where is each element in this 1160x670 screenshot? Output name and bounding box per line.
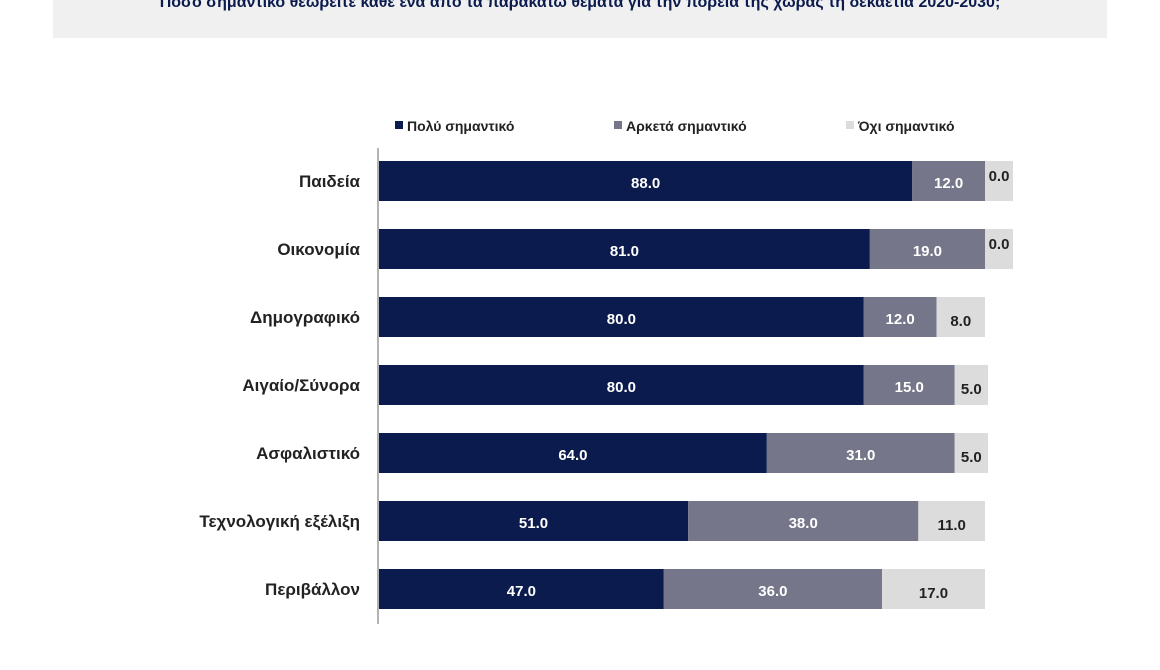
bar-value-label: 12.0 <box>934 175 963 192</box>
title-band: Πόσο σημαντικό θεωρείτε κάθε ένα από τα … <box>53 0 1107 38</box>
bar-segment <box>881 569 985 609</box>
bar-segment <box>379 433 767 473</box>
bar-value-label: 17.0 <box>919 585 948 602</box>
legend-label-2: Όχι σημαντικό <box>857 118 955 134</box>
bar-segment <box>869 229 985 269</box>
bar-segment <box>766 433 955 473</box>
bar-value-label: 81.0 <box>610 243 639 260</box>
legend-label-1: Αρκετά σημαντικό <box>626 118 747 134</box>
bar-value-label: 31.0 <box>846 447 875 464</box>
bar-value-label: 64.0 <box>558 447 587 464</box>
legend-label-0: Πολύ σημαντικό <box>407 118 514 134</box>
bar-segment <box>954 365 988 405</box>
bar-value-label: 5.0 <box>961 449 982 466</box>
category-label: Αιγαίο/Σύνορα <box>242 376 360 395</box>
bar-segment <box>379 297 864 337</box>
bar-value-label: 36.0 <box>758 583 787 600</box>
bar-value-label: 15.0 <box>895 379 924 396</box>
bar-segment <box>688 501 919 541</box>
bar-value-label: 19.0 <box>913 243 942 260</box>
bar-segment <box>912 161 985 201</box>
bar-segment <box>863 365 955 405</box>
bar-value-label: 51.0 <box>519 515 548 532</box>
bar-segment <box>663 569 882 609</box>
bar-segment <box>379 501 689 541</box>
legend-swatch-0 <box>395 121 403 129</box>
category-label: Δημογραφικό <box>250 308 360 327</box>
bar-value-label: 0.0 <box>989 168 1010 185</box>
category-label: Ασφαλιστικό <box>256 444 360 463</box>
category-label: Οικονομία <box>277 240 360 259</box>
bar-value-label: 12.0 <box>886 311 915 328</box>
legend-swatch-2 <box>846 121 854 129</box>
bar-value-label: 88.0 <box>631 175 660 192</box>
bar-value-label: 80.0 <box>607 311 636 328</box>
bar-value-label: 80.0 <box>607 379 636 396</box>
bar-segment <box>936 297 985 337</box>
bar-value-label: 0.0 <box>989 236 1010 253</box>
bar-value-label: 11.0 <box>937 517 965 534</box>
category-label: Παιδεία <box>299 172 361 191</box>
bar-value-label: 38.0 <box>789 515 818 532</box>
bar-value-label: 5.0 <box>961 381 982 398</box>
bar-segment <box>379 365 864 405</box>
bar-segment <box>379 569 664 609</box>
bar-segment <box>863 297 937 337</box>
bar-value-label: 47.0 <box>507 583 536 600</box>
category-label: Περιβάλλον <box>265 580 360 599</box>
bar-segment <box>379 229 870 269</box>
bar-segment <box>985 161 1013 201</box>
bar-segment <box>918 501 985 541</box>
bar-value-label: 8.0 <box>950 313 971 330</box>
category-label: Τεχνολογική εξέλιξη <box>199 512 360 531</box>
legend-swatch-1 <box>614 121 622 129</box>
bar-segment <box>954 433 988 473</box>
bar-segment <box>985 229 1013 269</box>
bar-segment <box>379 161 913 201</box>
chart-title: Πόσο σημαντικό θεωρείτε κάθε ένα από τα … <box>159 0 1001 11</box>
